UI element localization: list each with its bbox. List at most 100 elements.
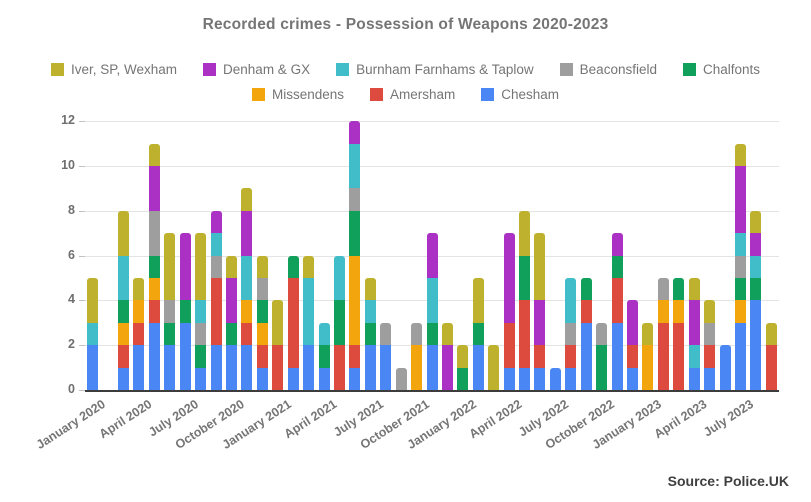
bar-segment-amersham[interactable] [657,322,669,390]
bar-segment-chalfonts[interactable] [596,345,608,390]
bar-segment-amersham[interactable] [626,345,638,368]
bar-segment-chesham[interactable] [364,345,376,390]
bar-segment-chesham[interactable] [256,367,268,390]
bar-segment-chesham[interactable] [241,345,253,390]
bar-segment-chesham[interactable] [426,345,438,390]
bar-segment-amersham[interactable] [611,278,623,323]
bar-segment-beaconsfield[interactable] [734,255,746,278]
bar-segment-iver-sp-wexham[interactable] [303,255,315,278]
bar-segment-amersham[interactable] [519,300,531,368]
bar-segment-denham-gx[interactable] [611,233,623,256]
bar-segment-denham-gx[interactable] [734,166,746,234]
bar-segment-chesham[interactable] [750,300,762,390]
bar-segment-iver-sp-wexham[interactable] [704,300,716,323]
bar-segment-missendens[interactable] [256,322,268,346]
bar-segment-burnham-farnhams-taplow[interactable] [195,300,207,323]
bar-segment-chesham[interactable] [195,367,207,390]
bar-segment-denham-gx[interactable] [148,166,160,211]
bar-segment-chesham[interactable] [318,367,330,390]
bar-segment-iver-sp-wexham[interactable] [164,233,176,301]
bar-segment-beaconsfield[interactable] [704,322,716,346]
bar-segment-beaconsfield[interactable] [210,255,222,278]
bar-segment-chesham[interactable] [688,367,700,390]
bar-segment-chalfonts[interactable] [118,300,130,323]
bar-segment-chesham[interactable] [472,345,484,390]
bar-segment-chesham[interactable] [580,322,592,390]
bar-segment-chesham[interactable] [534,367,546,390]
bar-segment-chalfonts[interactable] [195,345,207,368]
bar-segment-amersham[interactable] [148,300,160,323]
bar-segment-chesham[interactable] [133,345,145,390]
bar-segment-missendens[interactable] [241,300,253,323]
bar-segment-missendens[interactable] [133,300,145,323]
bar-segment-denham-gx[interactable] [349,121,361,144]
bar-segment-burnham-farnhams-taplow[interactable] [426,278,438,323]
bar-segment-chesham[interactable] [519,367,531,390]
bar-segment-missendens[interactable] [411,345,423,390]
bar-segment-missendens[interactable] [657,300,669,323]
bar-segment-denham-gx[interactable] [688,300,700,346]
bar-segment-iver-sp-wexham[interactable] [441,322,453,346]
bar-segment-chesham[interactable] [565,367,577,390]
bar-segment-beaconsfield[interactable] [148,210,160,256]
bar-segment-denham-gx[interactable] [441,345,453,390]
bar-segment-iver-sp-wexham[interactable] [488,345,500,390]
bar-segment-amersham[interactable] [118,345,130,368]
bar-segment-amersham[interactable] [704,345,716,368]
bar-segment-chalfonts[interactable] [750,278,762,301]
bar-segment-beaconsfield[interactable] [395,367,407,390]
bar-segment-chalfonts[interactable] [519,255,531,301]
bar-segment-iver-sp-wexham[interactable] [472,278,484,323]
bar-segment-chesham[interactable] [226,345,237,390]
bar-segment-beaconsfield[interactable] [411,322,423,346]
bar-segment-chalfonts[interactable] [318,345,330,368]
bar-segment-amersham[interactable] [210,278,222,346]
bar-segment-iver-sp-wexham[interactable] [195,233,207,301]
bar-segment-beaconsfield[interactable] [565,322,577,346]
bar-segment-denham-gx[interactable] [626,300,638,346]
bar-segment-chesham[interactable] [210,345,222,390]
bar-segment-chesham[interactable] [734,322,746,390]
bar-segment-chesham[interactable] [626,367,638,390]
bar-segment-iver-sp-wexham[interactable] [734,143,746,166]
bar-segment-chesham[interactable] [303,345,315,390]
bar-segment-iver-sp-wexham[interactable] [118,210,130,256]
bar-segment-chalfonts[interactable] [364,322,376,346]
bar-segment-missendens[interactable] [118,322,130,346]
bar-segment-chesham[interactable] [118,367,130,390]
bar-segment-chalfonts[interactable] [148,255,160,278]
bar-segment-iver-sp-wexham[interactable] [519,210,531,256]
bar-segment-chesham[interactable] [87,345,99,390]
bar-segment-iver-sp-wexham[interactable] [256,255,268,278]
bar-segment-denham-gx[interactable] [210,210,222,234]
bar-segment-chalfonts[interactable] [179,300,191,323]
bar-segment-amersham[interactable] [534,345,546,368]
bar-segment-iver-sp-wexham[interactable] [688,278,700,301]
bar-segment-denham-gx[interactable] [534,300,546,346]
bar-segment-iver-sp-wexham[interactable] [642,322,654,346]
bar-segment-iver-sp-wexham[interactable] [87,278,99,323]
bar-segment-amersham[interactable] [287,278,299,368]
bar-segment-missendens[interactable] [148,278,160,301]
bar-segment-chalfonts[interactable] [426,322,438,346]
bar-segment-chalfonts[interactable] [164,322,176,346]
bar-segment-amersham[interactable] [349,345,361,368]
bar-segment-burnham-farnhams-taplow[interactable] [364,300,376,323]
bar-segment-burnham-farnhams-taplow[interactable] [318,322,330,346]
bar-segment-chesham[interactable] [611,322,623,390]
bar-segment-iver-sp-wexham[interactable] [148,143,160,166]
bar-segment-denham-gx[interactable] [426,233,438,278]
bar-segment-burnham-farnhams-taplow[interactable] [565,278,577,323]
bar-segment-chalfonts[interactable] [673,278,685,301]
bar-segment-chalfonts[interactable] [287,255,299,278]
bar-segment-beaconsfield[interactable] [380,322,392,346]
bar-segment-iver-sp-wexham[interactable] [765,322,777,346]
bar-segment-chesham[interactable] [549,367,561,390]
bar-segment-iver-sp-wexham[interactable] [226,255,237,278]
bar-segment-chalfonts[interactable] [349,210,361,256]
bar-segment-amersham[interactable] [241,322,253,346]
bar-segment-burnham-farnhams-taplow[interactable] [349,143,361,189]
bar-segment-amersham[interactable] [272,345,284,390]
bar-segment-denham-gx[interactable] [226,278,237,323]
bar-segment-burnham-farnhams-taplow[interactable] [210,233,222,256]
